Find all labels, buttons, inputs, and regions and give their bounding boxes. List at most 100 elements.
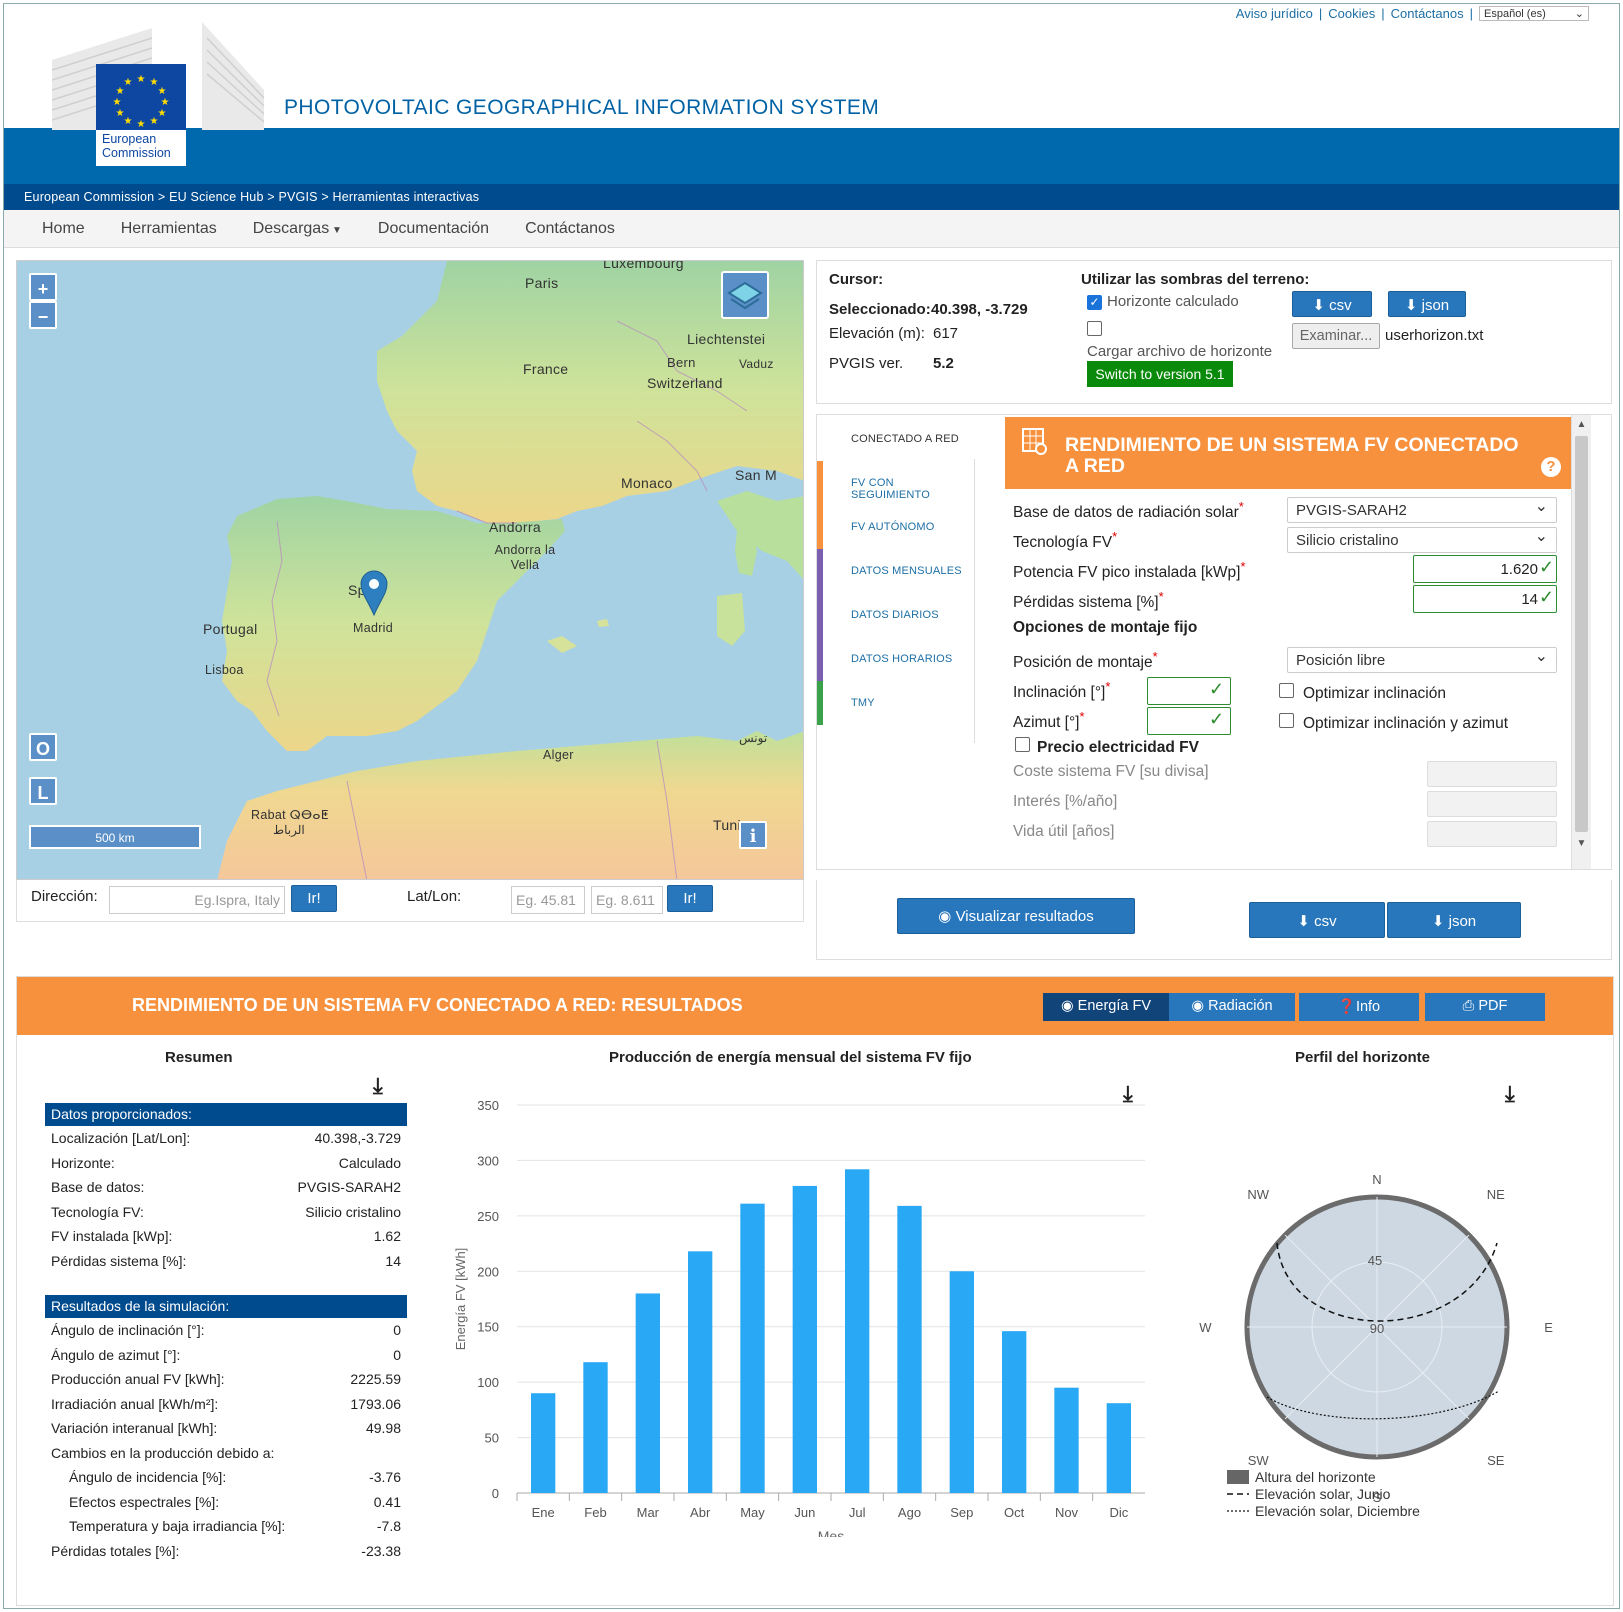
horizon-file-checkbox[interactable]	[1087, 321, 1102, 336]
simulation-head: Resultados de la simulación:	[45, 1295, 407, 1318]
form-title: RENDIMIENTO DE UN SISTEMA FV CONECTADO A…	[1065, 434, 1519, 477]
horizon-calc-checkbox[interactable]: ✓	[1087, 295, 1102, 310]
nav-contact[interactable]: Contáctanos	[525, 220, 615, 237]
horizon-download-icon[interactable]: ⤓	[1505, 1081, 1515, 1106]
summary-value: 1.62	[373, 1228, 401, 1244]
mount-label: Posición de montaje*	[1013, 649, 1158, 672]
layers-button[interactable]	[721, 271, 769, 319]
nav-tools[interactable]: Herramientas	[120, 220, 217, 237]
direction-label: S	[1373, 1490, 1382, 1505]
interest-input[interactable]	[1427, 791, 1557, 817]
latitude-input[interactable]: Eg. 45.81	[511, 886, 585, 914]
svg-text:★: ★	[116, 86, 125, 97]
y-tick-label: 50	[485, 1431, 499, 1446]
power-label: Potencia FV pico instalada [kWp]*	[1013, 559, 1246, 582]
help-icon[interactable]: ?	[1541, 457, 1561, 477]
power-input[interactable]: 1.620	[1413, 555, 1557, 583]
cost-input[interactable]	[1427, 761, 1557, 787]
cookies-link[interactable]: Cookies	[1328, 6, 1376, 21]
energy-button[interactable]: ◉ Energía FV	[1043, 993, 1169, 1021]
nav-downloads[interactable]: Descargas ▼	[252, 220, 342, 237]
scroll-thumb[interactable]	[1575, 436, 1588, 832]
address-go-button[interactable]: Ir!	[291, 885, 337, 912]
optimize-tilt-checkbox[interactable]	[1279, 683, 1294, 698]
tab-monthly[interactable]: DATOS MENSUALES	[817, 547, 975, 591]
zoom-in-button[interactable]: +	[29, 273, 57, 301]
optimize-both-checkbox[interactable]	[1279, 713, 1294, 728]
x-tick-label: Oct	[1004, 1505, 1025, 1520]
loss-input[interactable]: 14	[1413, 585, 1557, 613]
mount-select[interactable]: Posición libre	[1287, 646, 1557, 673]
map-marker-icon[interactable]	[359, 569, 389, 617]
map-l-button[interactable]: L	[29, 777, 57, 805]
switch-version-button[interactable]: Switch to version 5.1	[1087, 361, 1233, 387]
results-csv-button[interactable]: ⬇ csv	[1249, 902, 1385, 938]
selected-value: 40.398, -3.729	[931, 301, 1028, 318]
contact-link[interactable]: Contáctanos	[1390, 6, 1464, 21]
tab-tracking[interactable]: FV CON SEGUIMIENTO	[817, 459, 975, 503]
nav-home[interactable]: Home	[42, 220, 85, 237]
tilt-input[interactable]	[1147, 677, 1231, 705]
map-label-france: France	[523, 361, 569, 377]
db-select[interactable]: PVGIS-SARAH2	[1287, 496, 1557, 523]
summary-row: Pérdidas sistema [%]: 14	[45, 1249, 407, 1274]
info-button[interactable]: ❓Info	[1299, 993, 1419, 1021]
horizon-csv-button[interactable]: ⬇ csv	[1292, 291, 1372, 317]
form-scrollbar[interactable]: ▲ ▼	[1571, 415, 1591, 869]
breadcrumb[interactable]: European Commission > EU Science Hub > P…	[4, 184, 1619, 210]
tech-select[interactable]: Silicio cristalino	[1287, 526, 1557, 553]
mount-title: Opciones de montaje fijo	[1013, 619, 1198, 636]
longitude-input[interactable]: Eg. 8.611	[591, 886, 663, 914]
map-o-button[interactable]: O	[29, 733, 57, 761]
results-json-button[interactable]: ⬇ json	[1387, 902, 1521, 938]
map-label-lisboa: Lisboa	[205, 663, 244, 677]
latlon-go-button[interactable]: Ir!	[667, 885, 713, 912]
horizon-json-button[interactable]: ⬇ json	[1388, 291, 1466, 317]
tab-grid-connected[interactable]: CONECTADO A RED	[851, 433, 959, 445]
scroll-up-icon: ▲	[1576, 419, 1587, 430]
radiation-button[interactable]: ◉ Radiación	[1169, 993, 1295, 1021]
tab-daily[interactable]: DATOS DIARIOS	[817, 591, 975, 635]
tab-hourly[interactable]: DATOS HORARIOS	[817, 635, 975, 679]
x-tick-label: Sep	[950, 1505, 973, 1520]
monthly-bar-chart[interactable]: 0 50 100 150 200 250 300 350 Ene Feb Mar Abr May Jun J…	[437, 1077, 1157, 1537]
azimuth-input[interactable]	[1147, 707, 1231, 735]
svg-text:★: ★	[137, 119, 146, 130]
summary-row: Temperatura y baja irradiancia [%]: -7.8	[45, 1514, 407, 1539]
eye-icon: ◉	[938, 908, 956, 925]
summary-key: Ángulo de incidencia [%]:	[69, 1469, 227, 1485]
legend-label: Elevación solar, Diciembre	[1255, 1503, 1420, 1519]
zoom-out-button[interactable]: −	[29, 301, 57, 329]
direction-label: W	[1199, 1320, 1212, 1335]
tab-offgrid[interactable]: FV AUTÓNOMO	[817, 503, 975, 547]
y-tick-label: 150	[477, 1320, 499, 1335]
map-tiles[interactable]	[17, 261, 804, 880]
map-view[interactable]: Luxembourg Paris Liechtenstei France Ber…	[16, 260, 804, 880]
chart-download-icon[interactable]: ⤓	[1123, 1081, 1133, 1106]
pdf-button[interactable]: ⎙ PDF	[1425, 993, 1545, 1021]
map-label-portugal: Portugal	[203, 621, 258, 637]
view-results-button[interactable]: ◉ Visualizar resultados	[897, 898, 1135, 934]
solar-panel-icon	[1022, 428, 1047, 455]
summary-key: Producción anual FV [kWh]:	[51, 1371, 225, 1387]
x-axis-label: Mes	[818, 1528, 844, 1537]
info-icon[interactable]: i	[739, 821, 767, 849]
ec-logo[interactable]: ★ ★★★★★★★★★★★	[52, 20, 268, 168]
location-panel: Cursor: Seleccionado: 40.398, -3.729 Ele…	[816, 260, 1612, 404]
lifetime-input[interactable]	[1427, 821, 1557, 847]
summary-download-icon[interactable]: ⤓	[373, 1073, 383, 1098]
price-checkbox[interactable]	[1015, 737, 1030, 752]
language-select[interactable]: Español (es) ⌄	[1479, 6, 1589, 21]
bar	[740, 1203, 765, 1493]
legal-link[interactable]: Aviso jurídico	[1235, 6, 1313, 21]
summary-value: 49.98	[365, 1420, 401, 1436]
summary-key: Base de datos:	[51, 1179, 145, 1195]
browse-button[interactable]: Examinar...	[1292, 323, 1380, 349]
nav-docs[interactable]: Documentación	[377, 220, 490, 237]
azimuth-label: Azimut [°]*	[1013, 709, 1085, 732]
latlon-label: Lat/Lon:	[407, 888, 462, 905]
y-tick-label: 250	[477, 1209, 499, 1224]
tab-tmy[interactable]: TMY	[817, 679, 975, 723]
address-input[interactable]: Eg.Ispra, Italy	[109, 886, 285, 914]
